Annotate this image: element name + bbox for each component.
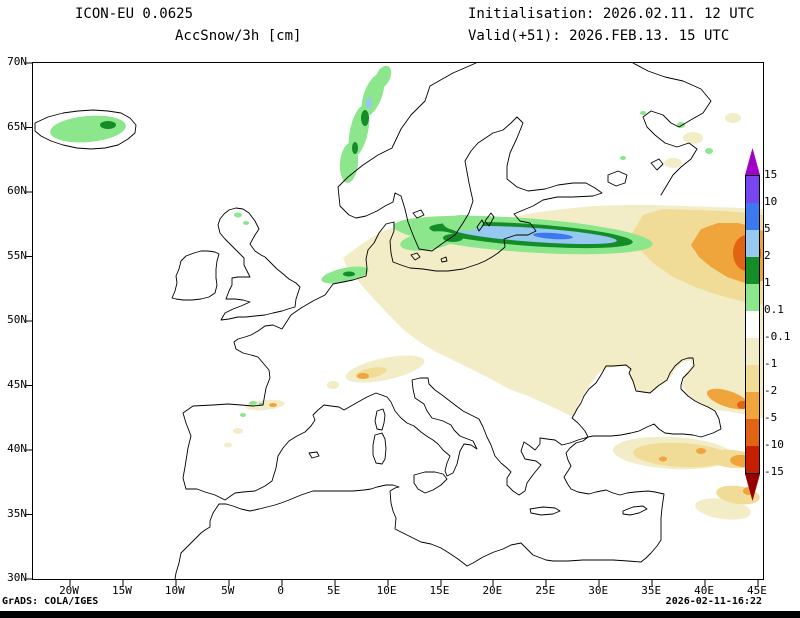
lon-label: 0 [277, 584, 284, 597]
turkey-melt [613, 436, 733, 470]
colorbar-segment-0p1-1 [746, 284, 759, 311]
valid-time: Valid(+51): 2026.FEB.13. 15 UTC [468, 28, 730, 44]
colorbar-label: -2 [764, 384, 778, 397]
colorbar-segment-m15 [746, 446, 759, 473]
colorbar [745, 148, 760, 501]
azov-sea-mask [673, 361, 691, 377]
coastline-iceland [34, 109, 137, 150]
baltic-band-heavy [533, 232, 573, 240]
island-mallorca [308, 451, 320, 459]
bottom-bar [0, 611, 800, 618]
lat-label: 55N [7, 248, 27, 262]
colorbar-label: 10 [764, 195, 778, 208]
alps-melt-streak [327, 355, 425, 389]
pyrenees-specks [245, 399, 285, 411]
lon-label: 25E [535, 584, 556, 597]
lake-onega [650, 158, 664, 171]
island-gotland [484, 212, 495, 227]
lon-label: 20E [482, 584, 503, 597]
coastline-kola-whitesea [632, 62, 712, 196]
europe-map-svg [26, 62, 763, 586]
colorbar-segment-10-15 [746, 176, 759, 203]
lat-label: 45N [7, 377, 27, 391]
coastline-britain [217, 207, 301, 321]
colorbar-segment-zero [746, 311, 759, 338]
colorbar-label: -10 [764, 438, 784, 451]
island-crete [529, 506, 561, 516]
colorbar-label: -1 [764, 357, 778, 370]
northeast-russia-specks [620, 111, 741, 168]
island-bornholm [440, 256, 448, 263]
iberia-specks [224, 413, 246, 448]
grads-credit: GrADS: COLA/IGES [2, 596, 99, 607]
initialisation-time: Initialisation: 2026.02.11. 12 UTC [468, 6, 755, 22]
lat-label: 40N [7, 442, 27, 455]
coastline-ireland [171, 250, 220, 301]
colorbar-label: -0.1 [764, 330, 791, 343]
lake-ladoga [607, 170, 628, 187]
island-cyprus [622, 505, 648, 516]
colorbar-label: -15 [764, 465, 784, 478]
coastline-mainland [174, 62, 722, 580]
lon-label: 40E [694, 584, 714, 597]
lon-label: 20W [59, 584, 79, 597]
lat-label: 35N [7, 506, 27, 520]
snow-shading-layer [50, 65, 763, 520]
colorbar-segment-m2 [746, 365, 759, 392]
product-title: AccSnow/3h [cm] [175, 28, 302, 44]
coastlines [34, 62, 722, 580]
colorbar-segment-1-2 [746, 257, 759, 284]
colorbar-arrow-bottom [745, 474, 760, 501]
lat-label: 30N [7, 571, 27, 584]
lat-label: 60N [7, 184, 27, 197]
colorbar-label: 0.1 [764, 303, 784, 316]
colorbar-segment-m5 [746, 392, 759, 419]
creation-timestamp: 2026-02-11-16:22 [665, 596, 762, 607]
colorbar-segment-m10 [746, 419, 759, 446]
axis-ticks [26, 62, 759, 586]
lake-vanern [412, 209, 425, 219]
lon-label: 5E [326, 584, 341, 597]
iceland-snow [50, 115, 126, 143]
denmark-green [400, 231, 456, 251]
colorbar-label: -5 [764, 411, 778, 424]
lat-label: 70N [7, 55, 27, 68]
lon-label: 10E [376, 584, 397, 597]
colorbar-labels: 15 10 5 2 1 0.1 -0.1 -1 -2 -5 -10 -15 [764, 168, 798, 479]
longitude-axis: 20W 15W 10W 5W 0 5E 10E 15E 20E 25E 30E … [49, 584, 777, 597]
island-zealand [410, 252, 421, 261]
colorbar-label: 15 [764, 168, 778, 181]
colorbar-label: 1 [764, 276, 771, 289]
island-sardinia [372, 432, 387, 465]
colorbar-segment-2-5 [746, 230, 759, 257]
lon-label: 10W [164, 584, 185, 597]
map-canvas [26, 62, 764, 586]
lon-label: 30E [588, 584, 609, 597]
colorbar-label: 5 [764, 222, 771, 235]
colorbar-segment-5-10 [746, 203, 759, 230]
lon-label: 35E [641, 584, 662, 597]
island-corsica [374, 408, 386, 431]
colorbar-label: 2 [764, 249, 771, 262]
lon-label: 5W [221, 584, 235, 597]
latitude-axis: 70N 65N 60N 55N 50N 45N 40N 35N 30N [0, 55, 29, 585]
netherlands-coast-snow [321, 266, 369, 284]
lon-label: 15E [429, 584, 450, 597]
island-oland [476, 219, 485, 232]
lat-label: 50N [7, 313, 27, 326]
lon-label: 45E [747, 584, 767, 597]
island-sicily [413, 471, 448, 494]
lon-label: 15W [111, 584, 132, 597]
colorbar-body [745, 175, 760, 474]
colorbar-segment-m1 [746, 338, 759, 365]
norway-coast-snow [339, 65, 392, 183]
model-title: ICON-EU 0.0625 [75, 6, 194, 22]
southeast-corner-melt [695, 485, 760, 520]
scotland-snow-specks [234, 212, 249, 225]
colorbar-arrow-top [745, 148, 760, 175]
lat-label: 65N [7, 119, 27, 133]
